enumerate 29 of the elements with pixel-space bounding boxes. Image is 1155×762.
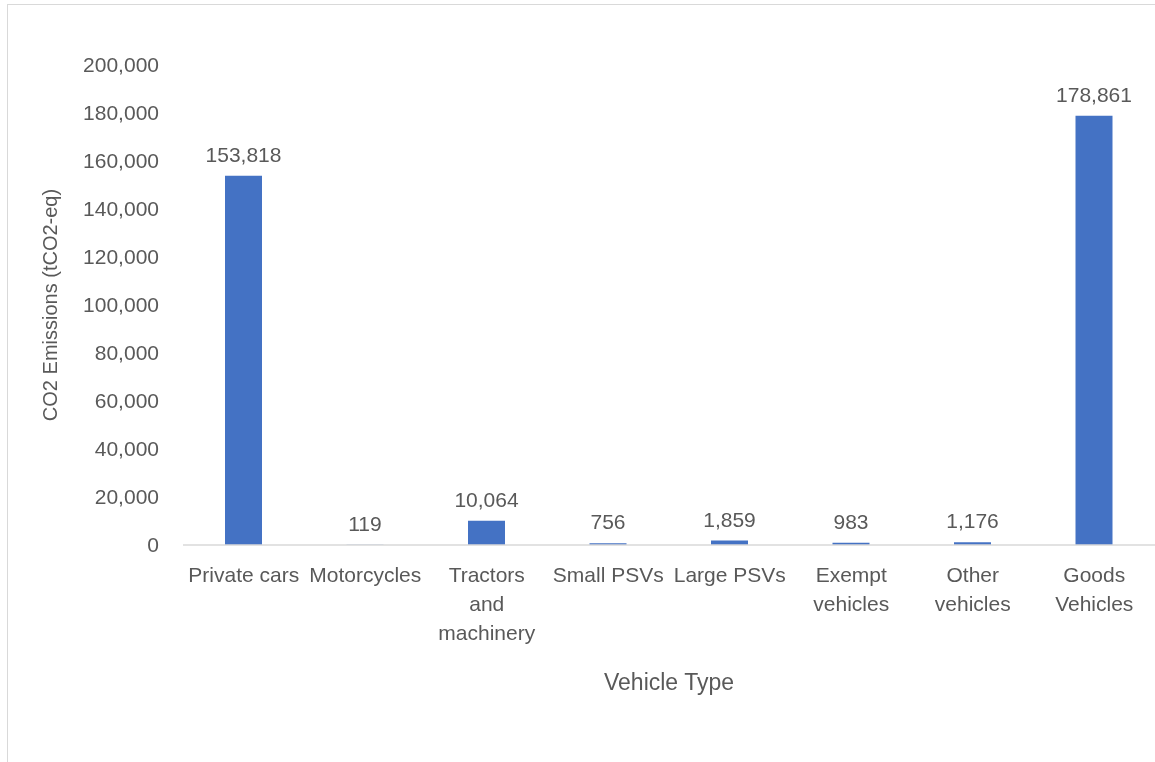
- x-tick-label: Small PSVs: [552, 562, 664, 586]
- x-tick-label: Exempt vehicles: [813, 562, 890, 615]
- data-label: 153,818: [205, 142, 282, 166]
- x-tick-label: Tractors and machinery: [438, 562, 536, 644]
- data-label: 983: [833, 509, 869, 533]
- y-tick-label: 80,000: [94, 341, 159, 365]
- data-label: 119: [348, 511, 382, 535]
- y-tick-label: 120,000: [83, 245, 159, 269]
- y-tick-label: 60,000: [94, 389, 159, 413]
- y-tick-label: 200,000: [83, 53, 159, 77]
- y-tick-label: 20,000: [94, 485, 159, 509]
- y-axis-title: CO2 Emissions (tCO2-eq): [39, 188, 61, 422]
- data-label: 756: [590, 510, 626, 534]
- y-tick-label: 160,000: [83, 149, 159, 173]
- y-tick-label: 180,000: [83, 101, 159, 125]
- x-tick-label: Goods Vehicles: [1055, 562, 1134, 615]
- x-tick-label: Large PSVs: [673, 562, 786, 586]
- x-tick-label: Motorcycles: [309, 562, 422, 586]
- data-label: 178,861: [1056, 82, 1132, 106]
- data-label: 10,064: [454, 487, 519, 511]
- y-tick-label: 40,000: [94, 437, 159, 461]
- x-tick-label: Other vehicles: [934, 562, 1011, 615]
- data-label: 1,859: [703, 507, 756, 531]
- data-label: 1,176: [946, 509, 999, 533]
- y-tick-label: 140,000: [83, 197, 159, 221]
- y-tick-label: 0: [147, 533, 159, 557]
- x-axis-title: Vehicle Type: [603, 669, 735, 695]
- x-tick-label: Private cars: [188, 562, 300, 586]
- y-tick-label: 100,000: [83, 293, 159, 317]
